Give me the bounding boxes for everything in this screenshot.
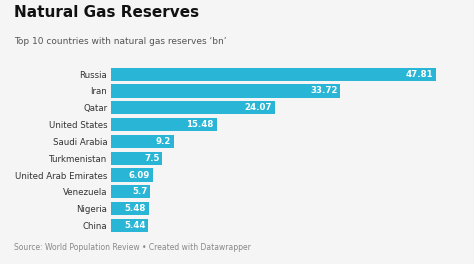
- Text: 9.2: 9.2: [156, 137, 171, 146]
- Bar: [111, 202, 149, 215]
- Text: 33.72: 33.72: [310, 87, 337, 96]
- Bar: [111, 118, 217, 131]
- Bar: [111, 185, 150, 199]
- Text: 24.07: 24.07: [245, 103, 272, 112]
- Text: 5.7: 5.7: [132, 187, 147, 196]
- Text: Natural Gas Reserves: Natural Gas Reserves: [14, 5, 199, 20]
- Bar: [111, 219, 148, 232]
- Text: 5.48: 5.48: [125, 204, 146, 213]
- Text: 6.09: 6.09: [129, 171, 150, 180]
- Text: Source: World Population Review • Created with Datawrapper: Source: World Population Review • Create…: [14, 243, 251, 252]
- Text: 7.5: 7.5: [144, 154, 160, 163]
- Bar: [111, 68, 436, 81]
- Text: 15.48: 15.48: [186, 120, 214, 129]
- Bar: [111, 84, 340, 97]
- Text: 5.44: 5.44: [124, 221, 146, 230]
- Bar: [111, 135, 174, 148]
- Text: 47.81: 47.81: [406, 70, 433, 79]
- Text: Top 10 countries with natural gas reserves ‘bn’: Top 10 countries with natural gas reserv…: [14, 37, 227, 46]
- Bar: [111, 168, 153, 182]
- Bar: [111, 101, 275, 114]
- Bar: [111, 152, 162, 165]
